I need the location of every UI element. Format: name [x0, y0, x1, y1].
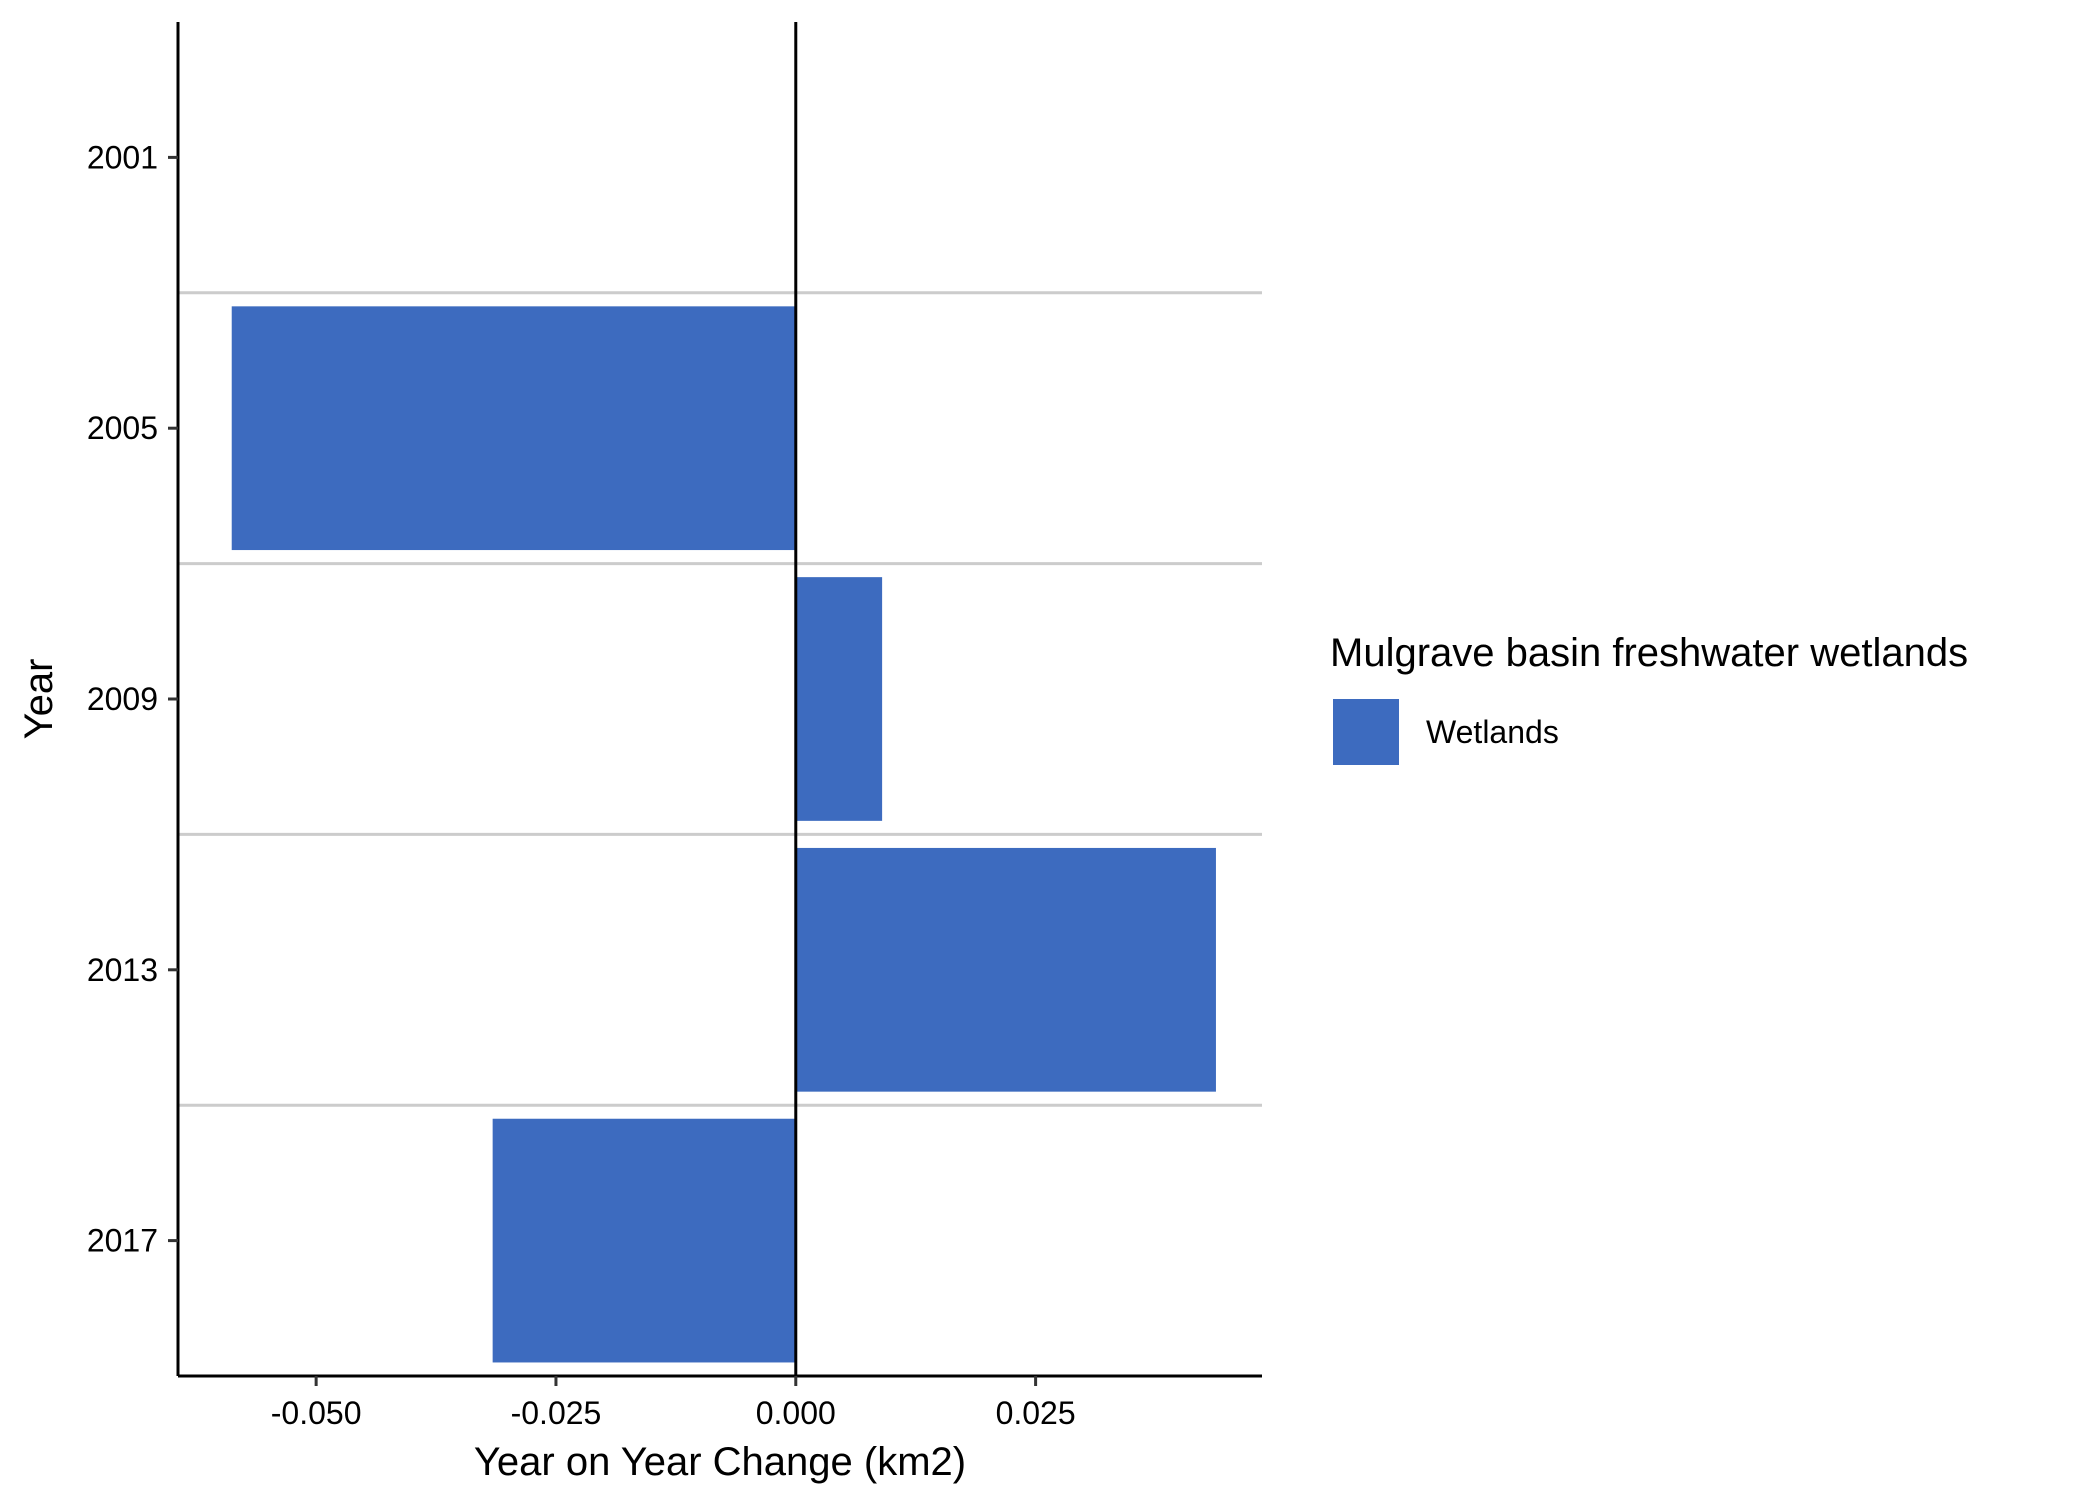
- bar-2009: [795, 577, 883, 821]
- y-tick-label: 2013: [87, 952, 158, 988]
- x-tick-label: 0.025: [996, 1395, 1076, 1431]
- bars: [231, 306, 1216, 1363]
- bar-2017: [492, 1118, 796, 1363]
- x-axis-ticks: -0.050 -0.025 0.000 0.025: [271, 1376, 1076, 1431]
- y-tick-label: 2001: [87, 139, 158, 175]
- y-tick-label: 2017: [87, 1223, 158, 1259]
- x-tick-label: 0.000: [756, 1395, 836, 1431]
- bar-2013: [795, 847, 1216, 1092]
- x-tick-label: -0.050: [271, 1395, 362, 1431]
- x-tick-label: -0.025: [511, 1395, 602, 1431]
- bar-2005: [231, 306, 796, 551]
- legend-swatch: [1331, 697, 1401, 767]
- legend: Mulgrave basin freshwater wetlands Wetla…: [1330, 631, 1968, 767]
- y-tick-label: 2009: [87, 681, 158, 717]
- y-axis-title: Year: [17, 659, 61, 740]
- legend-label: Wetlands: [1426, 714, 1559, 750]
- x-axis-title: Year on Year Change (km2): [474, 1440, 966, 1484]
- category-separators: [178, 291, 1262, 1107]
- legend-entries: Wetlands: [1331, 697, 1559, 767]
- y-tick-label: 2005: [87, 410, 158, 446]
- y-axis-ticks: 2001 2005 2009 2013 2017: [87, 139, 178, 1259]
- legend-title: Mulgrave basin freshwater wetlands: [1330, 631, 1968, 675]
